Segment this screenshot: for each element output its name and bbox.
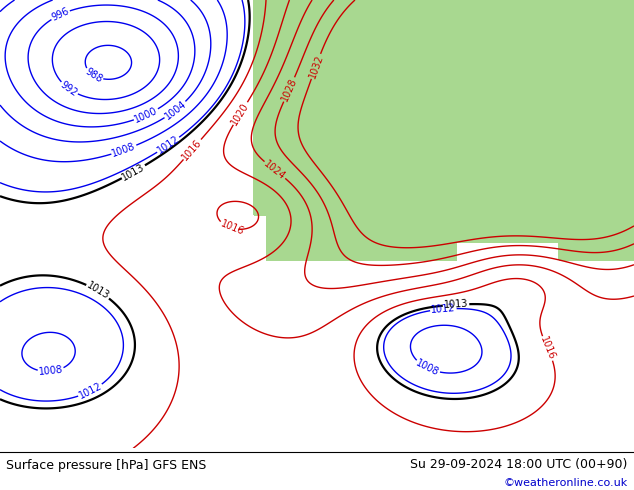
Text: 1012: 1012 [430, 303, 456, 315]
Text: 1016: 1016 [181, 137, 204, 162]
Text: 1012: 1012 [77, 381, 104, 401]
Text: ©weatheronline.co.uk: ©weatheronline.co.uk [503, 477, 628, 488]
Text: 1013: 1013 [444, 299, 469, 310]
Text: 1013: 1013 [120, 162, 146, 182]
Text: 988: 988 [83, 66, 104, 84]
Text: 1008: 1008 [38, 365, 63, 377]
Text: 1016: 1016 [538, 335, 557, 362]
Text: 1012: 1012 [155, 134, 181, 156]
Text: 1004: 1004 [163, 98, 188, 122]
Text: 992: 992 [58, 79, 79, 98]
Text: 1028: 1028 [280, 76, 299, 103]
Text: 1024: 1024 [262, 158, 288, 182]
Text: 1020: 1020 [230, 100, 251, 126]
Text: 1016: 1016 [219, 219, 245, 238]
Text: 1013: 1013 [85, 280, 111, 302]
Text: 1008: 1008 [111, 141, 137, 159]
Text: 996: 996 [50, 6, 71, 23]
Text: 1000: 1000 [133, 105, 159, 124]
Text: 1008: 1008 [414, 358, 441, 378]
Text: Surface pressure [hPa] GFS ENS: Surface pressure [hPa] GFS ENS [6, 459, 207, 472]
Text: Su 29-09-2024 18:00 UTC (00+90): Su 29-09-2024 18:00 UTC (00+90) [410, 458, 628, 471]
Text: 1032: 1032 [307, 53, 325, 79]
